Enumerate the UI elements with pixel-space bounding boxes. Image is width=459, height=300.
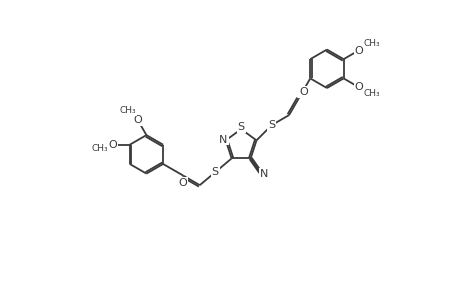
Text: O: O bbox=[179, 178, 187, 188]
Text: O: O bbox=[298, 87, 307, 97]
Text: CH₃: CH₃ bbox=[363, 89, 379, 98]
Text: S: S bbox=[211, 167, 218, 177]
Text: S: S bbox=[237, 122, 244, 132]
Text: CH₃: CH₃ bbox=[91, 144, 107, 153]
Text: O: O bbox=[133, 115, 142, 125]
Text: O: O bbox=[354, 82, 363, 92]
Text: O: O bbox=[108, 140, 117, 150]
Text: CH₃: CH₃ bbox=[120, 106, 136, 115]
Text: O: O bbox=[354, 46, 363, 56]
Text: N: N bbox=[259, 169, 268, 179]
Text: N: N bbox=[219, 135, 227, 145]
Text: CH₃: CH₃ bbox=[363, 39, 379, 48]
Text: S: S bbox=[268, 120, 275, 130]
